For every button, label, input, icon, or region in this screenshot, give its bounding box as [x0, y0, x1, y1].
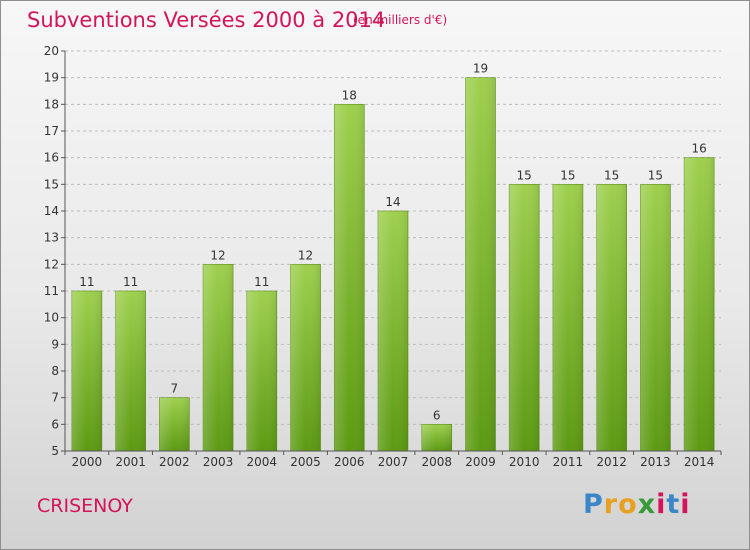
y-tick-label: 13	[44, 231, 59, 245]
bar-shine	[334, 104, 365, 451]
chart-title: Subventions Versées 2000 à 2014	[27, 8, 386, 32]
logo-letter: t	[666, 489, 681, 520]
bar-value-label: 16	[691, 142, 706, 156]
bar-value-label: 6	[433, 408, 441, 422]
bar-shine	[465, 77, 496, 452]
y-tick-label: 17	[44, 124, 59, 138]
y-tick-label: 10	[44, 311, 59, 325]
chart-subtitle: (en milliers d'€)	[353, 13, 448, 27]
y-tick-label: 7	[51, 391, 59, 405]
bar-value-label: 11	[254, 275, 269, 289]
bar-value-label: 19	[473, 62, 488, 76]
x-tick-label: 2004	[247, 455, 278, 469]
x-tick-label: 2006	[334, 455, 365, 469]
x-tick-label: 2000	[72, 455, 103, 469]
proxiti-logo: Proxiti	[583, 489, 691, 520]
logo-letter: i	[656, 489, 667, 520]
x-tick-label: 2008	[421, 455, 452, 469]
bar-value-label: 15	[604, 168, 619, 182]
x-tick-label: 2007	[378, 455, 409, 469]
y-tick-label: 8	[51, 364, 59, 378]
bar-value-label: 7	[171, 382, 179, 396]
logo-letter: x	[637, 489, 657, 520]
bars	[71, 77, 715, 452]
y-tick-label: 19	[44, 71, 59, 85]
bar-value-label: 11	[79, 275, 94, 289]
bar-shine	[203, 264, 234, 451]
y-tick-label: 14	[44, 204, 59, 218]
bar-value-label: 12	[298, 248, 313, 262]
bar-value-label: 14	[385, 195, 400, 209]
bar-shine	[684, 157, 715, 451]
y-tick-label: 20	[44, 44, 59, 58]
bar-shine	[115, 291, 146, 451]
y-tick-label: 18	[44, 97, 59, 111]
bar-shine	[159, 397, 190, 451]
x-tick-label: 2011	[553, 455, 584, 469]
bar-value-label: 15	[517, 168, 532, 182]
bar-value-label: 12	[210, 248, 225, 262]
x-tick-label: 2005	[290, 455, 321, 469]
axes	[61, 50, 722, 455]
bar-shine	[509, 184, 540, 452]
bar-value-label: 15	[560, 168, 575, 182]
x-tick-label: 2003	[203, 455, 234, 469]
bar-value-label: 15	[648, 168, 663, 182]
y-tick-label: 5	[51, 444, 59, 458]
logo-letter: P	[583, 489, 604, 520]
x-tick-label: 2010	[509, 455, 540, 469]
bar-shine	[596, 184, 627, 452]
bar-shine	[246, 291, 277, 451]
bar-shine	[421, 424, 452, 451]
x-tick-label: 2002	[159, 455, 190, 469]
x-tick-label: 2012	[596, 455, 627, 469]
logo-letter: o	[618, 489, 638, 520]
y-tick-label: 11	[44, 284, 59, 298]
labels: 5678910111213141516171819201120001120017…	[44, 44, 715, 469]
logo-letter: r	[603, 489, 619, 520]
bar-shine	[552, 184, 583, 452]
y-tick-label: 9	[51, 337, 59, 351]
bar-shine	[640, 184, 671, 452]
x-tick-label: 2013	[640, 455, 671, 469]
x-tick-label: 2009	[465, 455, 496, 469]
commune-name: CRISENOY	[37, 495, 133, 517]
bar-shine	[378, 211, 408, 451]
bar-shine	[71, 291, 102, 451]
x-tick-label: 2001	[115, 455, 146, 469]
x-tick-label: 2014	[684, 455, 715, 469]
y-tick-label: 6	[51, 417, 59, 431]
bar-shine	[290, 264, 321, 451]
y-tick-label: 12	[44, 257, 59, 271]
y-tick-label: 16	[44, 151, 59, 165]
bar-value-label: 11	[123, 275, 138, 289]
bar-value-label: 18	[342, 88, 357, 102]
y-tick-label: 15	[44, 177, 59, 191]
logo-letter: i	[680, 489, 691, 520]
